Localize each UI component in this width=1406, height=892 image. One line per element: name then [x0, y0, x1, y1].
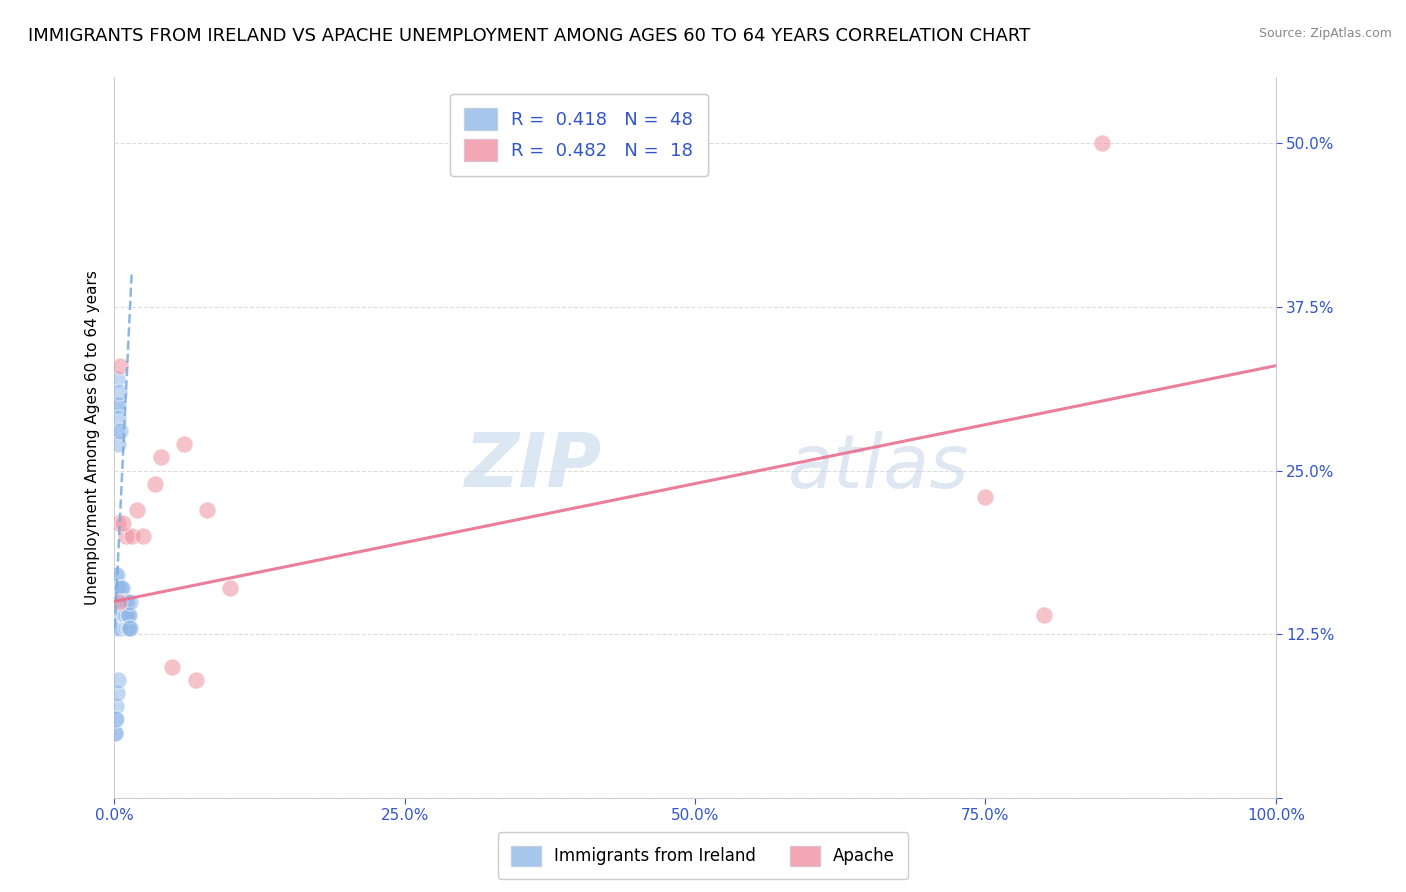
Point	[114, 607, 136, 622]
Point	[114, 529, 136, 543]
Point	[104, 607, 127, 622]
Point	[195, 503, 218, 517]
Point	[117, 607, 139, 622]
Text: ZIP: ZIP	[465, 430, 602, 503]
Point	[104, 725, 127, 739]
Point	[111, 607, 134, 622]
Point	[105, 607, 128, 622]
Point	[107, 607, 129, 622]
Point	[114, 594, 136, 608]
Point	[117, 621, 139, 635]
Point	[104, 398, 127, 412]
Point	[105, 686, 128, 700]
Point	[118, 621, 141, 635]
Point	[173, 437, 195, 451]
Point	[132, 529, 155, 543]
Point	[143, 476, 166, 491]
Point	[184, 673, 207, 687]
Point	[115, 621, 138, 635]
Point	[118, 607, 141, 622]
Text: atlas: atlas	[787, 431, 969, 502]
Point	[108, 607, 131, 622]
Point	[104, 713, 127, 727]
Point	[121, 529, 143, 543]
Point	[127, 503, 149, 517]
Point	[105, 607, 128, 622]
Point	[108, 621, 131, 635]
Point	[107, 594, 129, 608]
Point	[104, 594, 127, 608]
Point	[112, 516, 135, 530]
Point	[104, 621, 127, 635]
Point	[107, 437, 129, 451]
Point	[107, 398, 129, 412]
Point	[104, 424, 127, 438]
Point	[112, 594, 135, 608]
Point	[108, 582, 131, 596]
Point	[108, 384, 131, 399]
Point	[108, 594, 131, 608]
Point	[111, 607, 134, 622]
Point	[1090, 136, 1112, 150]
Point	[120, 594, 142, 608]
Point	[149, 450, 172, 465]
Point	[118, 621, 141, 635]
Point	[974, 490, 997, 504]
Point	[107, 516, 129, 530]
Text: Source: ZipAtlas.com: Source: ZipAtlas.com	[1258, 27, 1392, 40]
Point	[114, 607, 136, 622]
Point	[108, 359, 131, 373]
Point	[105, 582, 128, 596]
Point	[104, 582, 127, 596]
Point	[108, 424, 131, 438]
Point	[104, 725, 127, 739]
Point	[219, 582, 242, 596]
Point	[107, 673, 129, 687]
Point	[105, 372, 128, 386]
Point	[107, 411, 129, 425]
Text: IMMIGRANTS FROM IRELAND VS APACHE UNEMPLOYMENT AMONG AGES 60 TO 64 YEARS CORRELA: IMMIGRANTS FROM IRELAND VS APACHE UNEMPL…	[28, 27, 1031, 45]
Point	[105, 568, 128, 582]
Legend: R =  0.418   N =  48, R =  0.482   N =  18: R = 0.418 N = 48, R = 0.482 N = 18	[450, 94, 707, 176]
Point	[104, 568, 127, 582]
Legend: Immigrants from Ireland, Apache: Immigrants from Ireland, Apache	[498, 832, 908, 880]
Point	[108, 594, 131, 608]
Point	[115, 594, 138, 608]
Point	[111, 582, 134, 596]
Point	[112, 607, 135, 622]
Point	[110, 594, 132, 608]
Y-axis label: Unemployment Among Ages 60 to 64 years: Unemployment Among Ages 60 to 64 years	[86, 270, 100, 605]
Point	[162, 660, 184, 674]
Point	[110, 582, 132, 596]
Point	[104, 699, 127, 714]
Point	[1032, 607, 1054, 622]
Point	[105, 713, 128, 727]
